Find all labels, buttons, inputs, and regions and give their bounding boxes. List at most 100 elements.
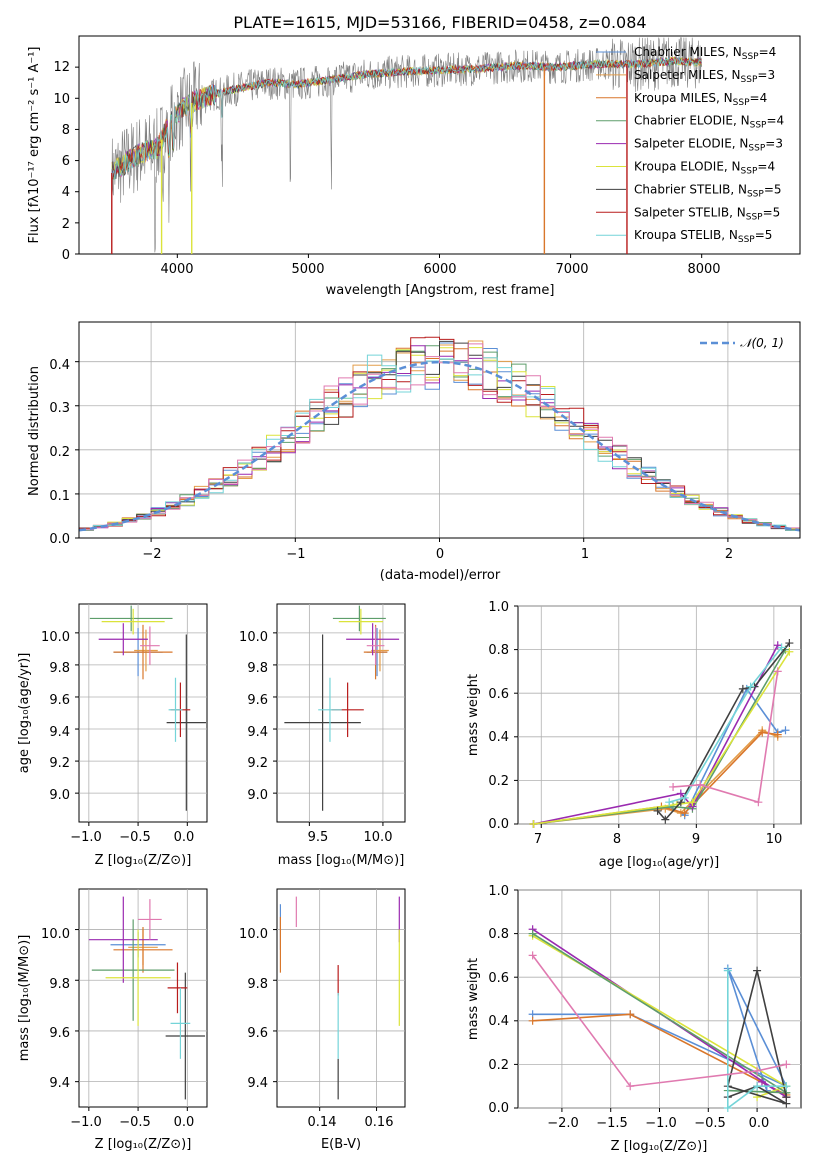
hist-xlabel: (data-model)/error [380,568,501,583]
mw-z-ytick: 0.2 [488,1058,509,1073]
age-mass-ytick: 9.0 [247,788,268,803]
mw-age-xtick: 10 [766,832,783,847]
data-point-marker [661,815,670,824]
data-point-marker [653,806,662,815]
mw-age-frame [517,605,802,825]
lower-panels: Z [log₁₀(Z/Z⊙)] age [log₁₀(age/yr)] −1.0… [17,600,802,1154]
data-point-marker [754,798,763,807]
age-z-xtick: −0.5 [119,830,151,845]
mw-age-ytick: 0.6 [488,687,509,702]
mw-z-ytick: 0.6 [488,971,509,986]
mass-z-xtick: −0.5 [119,1115,151,1130]
age-z-frame [78,603,208,823]
spectrum-xtick: 8000 [687,262,720,277]
hist-xtick: 0 [436,547,444,562]
data-point-marker [626,1082,635,1091]
legend-label: Kroupa MILES, NSSP=4 [634,91,767,108]
normal-curve [78,360,801,532]
spectrum-ytick: 10 [53,92,70,107]
legend-label: Salpeter MILES, NSSP=3 [634,68,775,85]
age-mass-xtick: 9.5 [308,830,329,845]
mw-age-ytick: 0.4 [488,730,509,745]
legend-label: Kroupa ELODIE, NSSP=4 [634,160,775,177]
mass-z-ytick: 9.8 [49,977,70,992]
age-mass-ytick: 9.8 [247,661,268,676]
figure-title: PLATE=1615, MJD=53166, FIBERID=0458, z=0… [233,13,646,32]
mass-z-ytick: 9.6 [49,1026,70,1041]
mass-z-ytick: 9.4 [49,1076,70,1091]
mw-z-xtick: −0.5 [694,1116,726,1131]
data-point-marker [688,798,697,807]
spectrum-ylabel: Flux [fλ10⁻¹⁷ erg cm⁻² s⁻¹ A⁻¹] [27,47,42,244]
mw-z-xtick: 0.0 [749,1116,770,1131]
model-spectrum-line [111,55,702,182]
mw-z-ytick: 0.8 [488,927,509,942]
hist-xtick: −2 [142,547,161,562]
series-line [533,687,786,825]
data-point-marker [528,929,537,938]
mass-z-ylabel: mass [log₁₀(M/M⊙)] [17,935,32,1062]
legend-label: Salpeter ELODIE, NSSP=3 [634,137,783,154]
age-z-ytick: 9.8 [49,661,70,676]
mw-age-xtick: 9 [692,832,700,847]
age-z-ytick: 9.0 [49,788,70,803]
spectrum-ytick: 2 [62,217,70,232]
spectrum-xtick: 6000 [423,262,456,277]
data-point-marker [680,809,689,818]
series-line [727,970,787,1110]
data-point-marker [782,1060,791,1069]
spectrum-ytick: 12 [53,60,70,75]
series-line [533,729,779,825]
age-mass-xtick: 10.0 [364,830,393,845]
data-point-marker [781,726,790,735]
spectrum-xtick: 5000 [291,262,324,277]
mass-ebv-xtick: 0.16 [365,1115,394,1130]
data-point-marker [528,951,537,960]
hist-step-line [79,336,800,531]
mw-age-xlabel: age [log₁₀(age/yr)] [599,855,720,870]
spectrum-xlabel: wavelength [Angstrom, rest frame] [326,283,555,298]
data-point-marker [753,966,762,975]
model-spectrum-line [111,56,702,180]
mw-age-xtick: 8 [613,832,621,847]
legend-label: Kroupa STELIB, NSSP=5 [634,228,772,245]
hist-steps [78,336,801,532]
residual-histogram-panel: (data-model)/error Normed distribution −… [27,321,801,583]
age-z-ylabel: age [log₁₀(age/yr)] [17,653,32,774]
legend-label: Chabrier STELIB, NSSP=5 [634,182,782,199]
data-point-marker [785,647,794,656]
hist-ylabel: Normed distribution [27,366,42,496]
spectrum-ytick: 6 [62,154,70,169]
mw-z-ytick: 1.0 [488,884,509,899]
spectrum-yticks: 0 2 4 6 8 10 12 [53,60,70,263]
data-point-marker [757,1077,766,1086]
data-point-marker [723,1104,732,1112]
data-point-marker [773,730,782,739]
data-point-marker [782,1082,791,1091]
age-mass-ytick: 10.0 [239,630,268,645]
series-line [531,954,787,1088]
mass-ebv-ytick: 9.6 [247,1026,268,1041]
mass-z-ytick: 10.0 [41,927,70,942]
spectrum-panel: wavelength [Angstrom, rest frame] Flux [… [27,35,801,298]
age-z-ytick: 9.2 [49,756,70,771]
spectrum-xtick: 4000 [160,262,193,277]
data-point-marker [676,789,685,798]
data-point-marker [753,1082,762,1091]
hist-xtick: 1 [581,547,589,562]
data-point-marker [665,798,674,807]
data-point-marker [696,780,705,789]
mass-ebv-ytick: 9.8 [247,977,268,992]
age-z-xtick: 0.0 [174,830,195,845]
mw-z-ytick: 0.0 [488,1101,509,1116]
spectrum-lines [111,37,702,254]
data-point-marker [669,782,678,791]
age-mass-ytick: 9.6 [247,693,268,708]
data-point-marker [746,682,755,691]
mass-z-xtick: −1.0 [70,1115,102,1130]
mw-z-xtick: −1.0 [645,1116,677,1131]
age-mass-ytick: 9.2 [247,756,268,771]
series-line [668,646,783,803]
chart-marks [75,66,801,1112]
